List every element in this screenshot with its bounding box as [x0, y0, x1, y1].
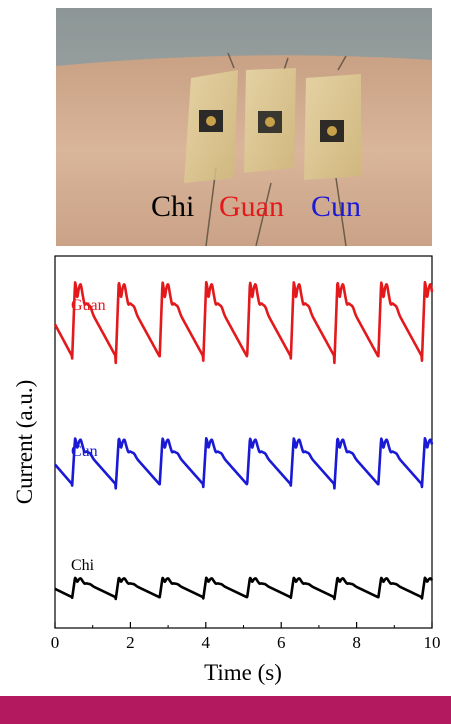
sensor-pad: [206, 116, 216, 126]
chart-svg: 0 2 4 6 8 10 Guan Cun Chi Time (s) Current (a…: [12, 255, 441, 685]
photo-label-cun: Cun: [311, 190, 361, 223]
x-axis: 0 2 4 6 8 10: [51, 622, 441, 652]
bottom-color-bar: [0, 696, 451, 724]
sensor-pad: [327, 126, 337, 136]
x-tick-label: 2: [126, 633, 135, 652]
series-label-cun: Cun: [71, 443, 98, 460]
series-layer: [53, 280, 434, 601]
series-label-chi: Chi: [71, 557, 95, 574]
sensor-photo-illustration: Chi Guan Cun: [56, 8, 432, 246]
photo-label-guan: Guan: [219, 190, 284, 223]
x-tick-label: 10: [424, 633, 441, 652]
sensor-photo: Chi Guan Cun: [56, 8, 432, 246]
current-time-chart: 0 2 4 6 8 10 Guan Cun Chi Time (s) Current (a…: [0, 248, 451, 696]
x-tick-label: 4: [202, 633, 211, 652]
series-line-cun: [54, 437, 434, 490]
x-axis-title: Time (s): [204, 660, 282, 685]
plot-frame: [54, 255, 433, 629]
wire: [335, 55, 347, 246]
series-line-guan: [53, 280, 434, 365]
x-tick-label: 8: [352, 633, 361, 652]
series-line-chi: [54, 576, 434, 601]
y-axis-title: Current (a.u.): [12, 380, 37, 505]
photo-label-chi: Chi: [151, 190, 194, 223]
x-tick-label: 0: [51, 633, 60, 652]
series-label-guan: Guan: [71, 297, 106, 314]
wire: [255, 57, 289, 246]
x-tick-label: 6: [277, 633, 286, 652]
sensor-pad: [265, 117, 275, 127]
wire: [205, 52, 235, 246]
